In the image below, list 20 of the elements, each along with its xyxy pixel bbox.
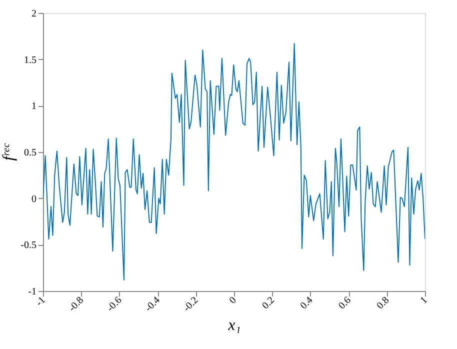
x-tick-label: 0.2 bbox=[260, 294, 277, 312]
y-tick-label: 2 bbox=[32, 8, 36, 20]
x-tick-label: -0.4 bbox=[143, 294, 162, 314]
x-tick-label: -0.8 bbox=[66, 294, 86, 314]
y-tick-label: 1 bbox=[32, 101, 36, 112]
x-tick-label: 0.8 bbox=[374, 294, 392, 312]
x-tick-label: 1 bbox=[418, 294, 430, 306]
y-tick-label: -1 bbox=[28, 286, 36, 298]
y-tick-label: 0 bbox=[32, 194, 36, 205]
x-axis-title: x₁ bbox=[227, 317, 241, 334]
x-tick-label: 0.6 bbox=[336, 294, 354, 312]
x-tick-label: 0.4 bbox=[298, 294, 316, 312]
y-tick-label: 1.5 bbox=[24, 54, 36, 66]
x-tick-label: 0 bbox=[227, 294, 239, 306]
y-tick-label: 0.5 bbox=[24, 148, 36, 158]
x-tick-label: -0.6 bbox=[105, 294, 124, 314]
x-tick-label: -0.2 bbox=[182, 294, 201, 314]
y-axis-title: fʳᵉᶜ bbox=[0, 142, 18, 161]
y-tick-label: -0.5 bbox=[20, 240, 36, 252]
line-series bbox=[43, 43, 425, 280]
